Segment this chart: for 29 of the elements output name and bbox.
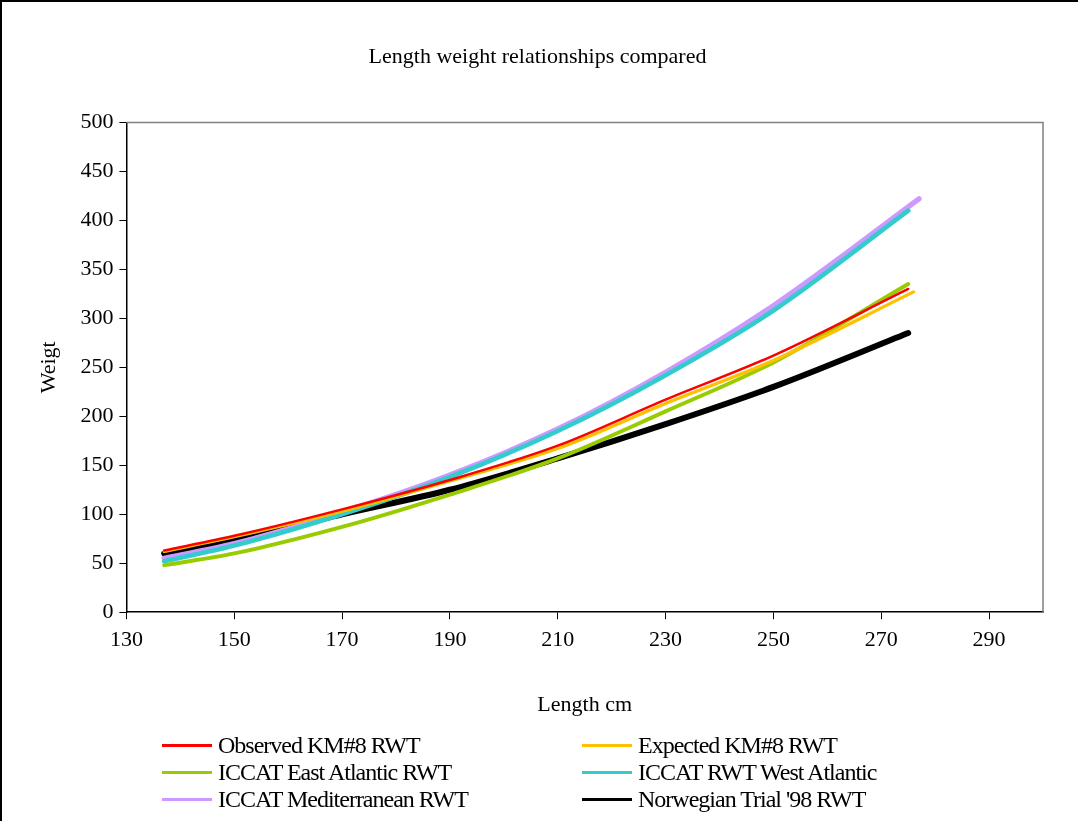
legend-label: Norwegian Trial '98 RWT xyxy=(638,786,866,813)
x-tick-label: 190 xyxy=(433,626,467,652)
y-tick-label: 50 xyxy=(91,549,114,574)
legend-label: ICCAT Mediterranean RWT xyxy=(218,786,468,813)
x-tick-label: 290 xyxy=(972,626,1006,652)
legend-label: ICCAT East Atlantic RWT xyxy=(218,759,452,786)
x-tick-label: 270 xyxy=(864,626,898,652)
x-tick-label: 170 xyxy=(325,626,359,652)
y-tick-label: 500 xyxy=(80,108,114,134)
y-tick-label: 150 xyxy=(80,451,114,477)
chart-title: Length weight relationships compared xyxy=(368,42,707,68)
legend-label: Expected KM#8 RWT xyxy=(638,732,837,759)
x-axis-title: Length cm xyxy=(537,690,633,716)
y-tick-label: 400 xyxy=(80,206,114,232)
x-tick-label: 210 xyxy=(541,626,575,652)
y-tick-label: 300 xyxy=(80,304,114,330)
y-tick-label: 250 xyxy=(80,353,114,379)
x-tick-label: 130 xyxy=(109,626,143,652)
y-tick-label: 350 xyxy=(80,255,114,281)
legend-label: Observed KM#8 RWT xyxy=(218,732,420,759)
x-tick-label: 150 xyxy=(217,626,251,652)
y-tick-label: 100 xyxy=(80,500,114,526)
x-tick-label: 250 xyxy=(756,626,790,652)
legend-label: ICCAT RWT West Atlantic xyxy=(638,759,877,786)
x-tick-label: 230 xyxy=(649,626,683,652)
y-tick-label: 200 xyxy=(80,402,114,428)
y-tick-label: 450 xyxy=(80,157,114,183)
y-tick-label: 0 xyxy=(102,597,114,623)
y-axis-title: Weigt xyxy=(34,341,60,394)
